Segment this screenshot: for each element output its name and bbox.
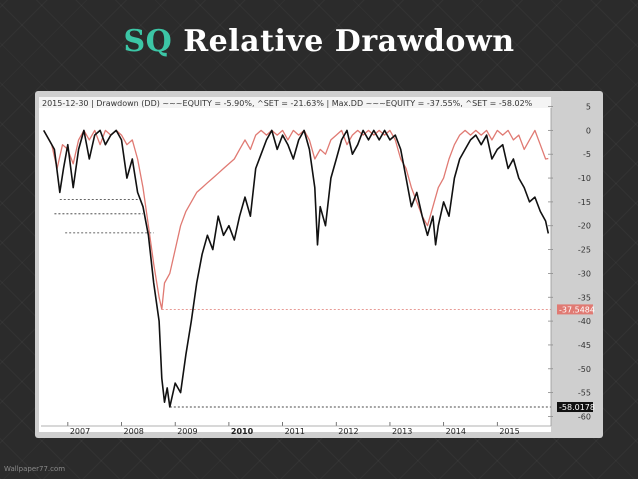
series-line-equity xyxy=(43,129,549,310)
y-tick-label: 0 xyxy=(586,126,591,135)
y-tick-label: -60 xyxy=(578,412,591,421)
title-ticker: SQ xyxy=(123,24,173,59)
x-tick-label: 2013 xyxy=(392,427,412,436)
y-tick-label: -55 xyxy=(578,389,591,398)
x-tick-label: 2014 xyxy=(446,427,466,436)
slide-title: SQ Relative Drawdown xyxy=(0,24,638,59)
watermark: Wallpaper77.com xyxy=(4,465,66,473)
y-tick-label: 5 xyxy=(586,103,591,112)
reference-label: -37.5484 xyxy=(559,305,595,314)
reference-label-bg xyxy=(557,402,593,413)
drawdown-chart: 2015-12-30 | Drawdown (DD) ~~~EQUITY = -… xyxy=(39,97,595,436)
chart-header: 2015-12-30 | Drawdown (DD) ~~~EQUITY = -… xyxy=(42,99,533,108)
plot-area xyxy=(39,97,551,432)
title-text: Relative Drawdown xyxy=(183,24,515,59)
x-tick-label: 2009 xyxy=(177,427,197,436)
chart-frame: 2015-12-30 | Drawdown (DD) ~~~EQUITY = -… xyxy=(35,91,603,438)
reference-label: -58.0178 xyxy=(559,403,595,412)
y-tick-label: -30 xyxy=(578,269,591,278)
x-tick-label: 2010 xyxy=(231,427,254,436)
header-bar xyxy=(39,97,551,108)
reference-label-bg xyxy=(557,304,593,315)
y-tick-label: -40 xyxy=(578,317,591,326)
x-tick-label: 2011 xyxy=(285,427,305,436)
series-line-set xyxy=(43,129,550,408)
y-tick-label: -45 xyxy=(578,341,591,350)
y-tick-label: -15 xyxy=(578,198,591,207)
y-tick-label: -25 xyxy=(578,246,591,255)
x-tick-label: 2012 xyxy=(338,427,358,436)
y-tick-label: -20 xyxy=(578,222,591,231)
x-tick-label: 2008 xyxy=(124,427,144,436)
y-tick-label: -5 xyxy=(583,150,591,159)
x-tick-label: 2007 xyxy=(70,427,90,436)
y-tick-label: -10 xyxy=(578,174,591,183)
y-tick-label: -50 xyxy=(578,365,591,374)
x-tick-label: 2015 xyxy=(499,427,519,436)
y-tick-label: -35 xyxy=(578,293,591,302)
